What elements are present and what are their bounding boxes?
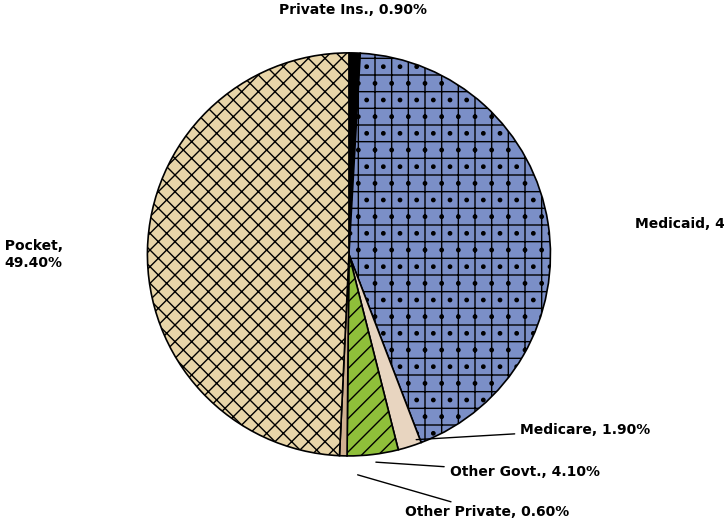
Wedge shape bbox=[340, 254, 349, 456]
Text: Medicaid, 43.40%: Medicaid, 43.40% bbox=[635, 217, 724, 231]
Wedge shape bbox=[148, 53, 349, 456]
Text: Private Ins., 0.90%: Private Ins., 0.90% bbox=[279, 3, 427, 17]
Text: Other Private, 0.60%: Other Private, 0.60% bbox=[358, 475, 570, 519]
Text: Medicare, 1.90%: Medicare, 1.90% bbox=[416, 423, 650, 439]
Text: Other Govt., 4.10%: Other Govt., 4.10% bbox=[376, 462, 599, 479]
Text: Out of Pocket,
49.40%: Out of Pocket, 49.40% bbox=[0, 239, 63, 269]
Wedge shape bbox=[349, 254, 421, 450]
Wedge shape bbox=[349, 53, 361, 254]
Wedge shape bbox=[349, 53, 550, 443]
Wedge shape bbox=[347, 254, 398, 456]
